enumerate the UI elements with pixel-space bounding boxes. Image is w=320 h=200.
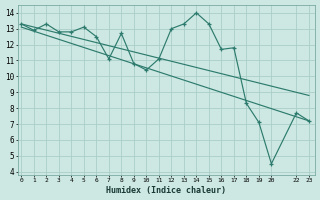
X-axis label: Humidex (Indice chaleur): Humidex (Indice chaleur) [106,186,226,195]
